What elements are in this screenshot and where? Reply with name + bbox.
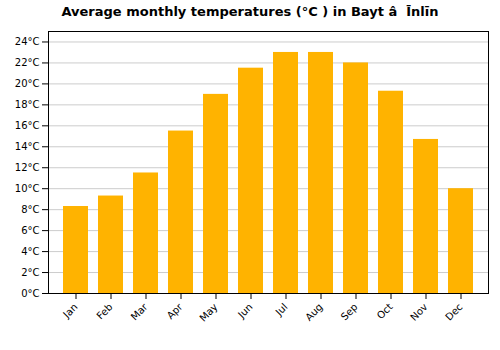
- svg-text:Dec: Dec: [443, 301, 464, 322]
- svg-text:16°C: 16°C: [15, 120, 40, 131]
- svg-text:22°C: 22°C: [15, 57, 40, 68]
- svg-text:20°C: 20°C: [15, 78, 40, 89]
- svg-text:Jun: Jun: [235, 301, 255, 321]
- svg-text:12°C: 12°C: [15, 162, 40, 173]
- svg-text:Aug: Aug: [303, 301, 325, 323]
- svg-text:May: May: [197, 301, 219, 323]
- svg-text:Oct: Oct: [375, 301, 395, 321]
- svg-text:2°C: 2°C: [21, 267, 39, 278]
- svg-text:6°C: 6°C: [21, 225, 39, 236]
- svg-text:18°C: 18°C: [15, 99, 40, 110]
- svg-text:Apr: Apr: [165, 301, 186, 322]
- svg-text:24°C: 24°C: [15, 36, 40, 47]
- svg-text:4°C: 4°C: [21, 246, 39, 257]
- svg-text:Jan: Jan: [60, 301, 79, 320]
- svg-text:Feb: Feb: [94, 301, 114, 321]
- svg-text:10°C: 10°C: [15, 183, 40, 194]
- svg-text:Mar: Mar: [129, 301, 151, 323]
- html-text:Average monthly temperatures (: Average monthly temperatures (°C ) in Ba…: [61, 4, 439, 19]
- svg-text:Jul: Jul: [273, 301, 290, 318]
- svg-text:Sep: Sep: [339, 301, 360, 322]
- svg-text:14°C: 14°C: [15, 141, 40, 152]
- svg-text:0°C: 0°C: [21, 288, 39, 299]
- svg-text:Nov: Nov: [408, 301, 430, 323]
- svg-text:8°C: 8°C: [21, 204, 39, 215]
